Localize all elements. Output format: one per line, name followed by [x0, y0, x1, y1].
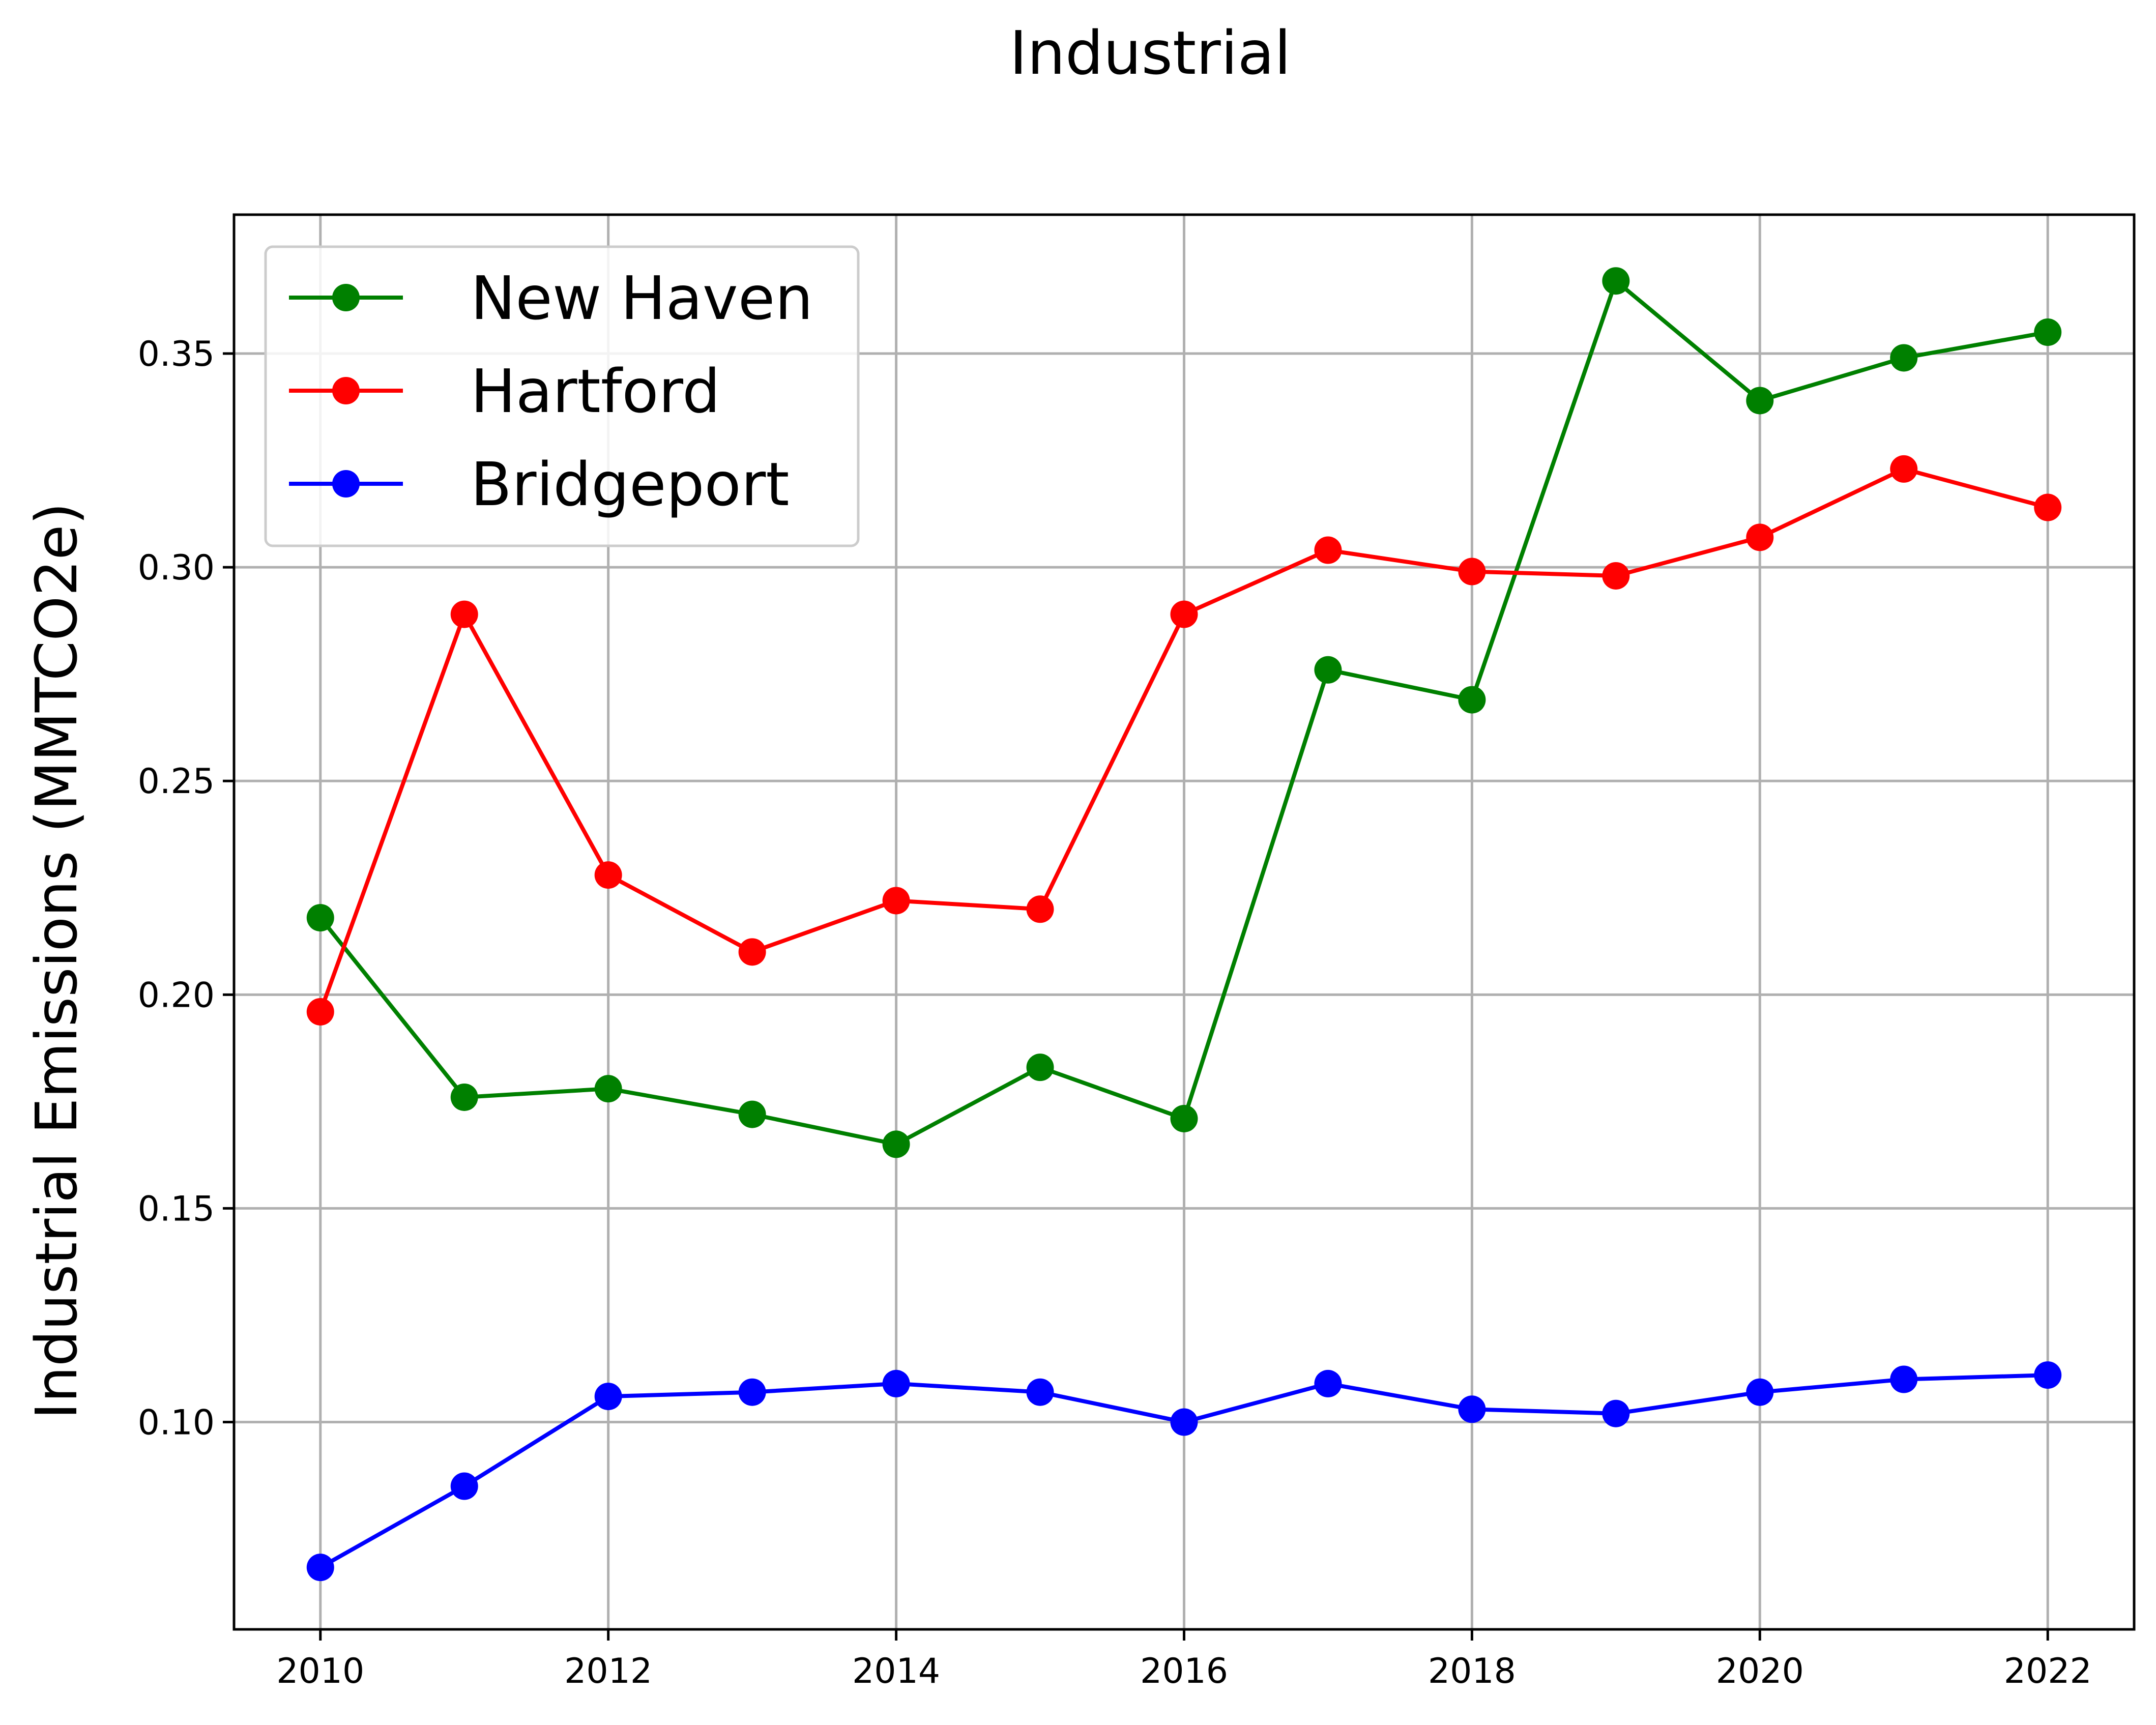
data-point-hartford [1602, 562, 1630, 590]
legend-item-bridgeport: Bridgeport [289, 449, 790, 519]
series-layer [306, 267, 2062, 1582]
y-tick-label: 0.30 [138, 548, 215, 588]
data-point-new-haven [1746, 387, 1774, 415]
data-point-bridgeport [738, 1378, 766, 1406]
data-point-hartford [1746, 523, 1774, 551]
x-tick-label: 2020 [1716, 1651, 1804, 1691]
series-bridgeport [306, 1361, 2062, 1582]
data-point-hartford [1314, 536, 1342, 564]
data-point-hartford [594, 861, 622, 889]
data-point-new-haven [882, 1130, 910, 1158]
chart-title: Industrial [1009, 18, 1291, 88]
data-point-hartford [306, 998, 334, 1026]
data-point-hartford [738, 938, 766, 966]
data-point-new-haven [1314, 656, 1342, 684]
data-point-bridgeport [1890, 1365, 1918, 1393]
grid [234, 215, 2134, 1629]
data-point-hartford [450, 600, 478, 628]
data-point-new-haven [1890, 344, 1918, 372]
legend-label: Hartford [471, 356, 720, 426]
data-point-bridgeport [450, 1472, 478, 1500]
data-point-bridgeport [594, 1383, 622, 1411]
series-new-haven [306, 267, 2062, 1158]
x-tick-label: 2018 [1428, 1651, 1516, 1691]
data-point-bridgeport [1314, 1369, 1342, 1397]
x-tick-label: 2012 [564, 1651, 652, 1691]
data-point-hartford [1458, 558, 1486, 586]
data-point-bridgeport [1026, 1378, 1054, 1406]
data-point-bridgeport [882, 1369, 910, 1397]
x-tick-label: 2016 [1140, 1651, 1228, 1691]
data-point-new-haven [1170, 1104, 1198, 1132]
legend-box [264, 245, 860, 547]
y-tick-label: 0.25 [138, 762, 215, 802]
legend-item-new-haven: New Haven [289, 263, 813, 333]
data-point-new-haven [1458, 686, 1486, 714]
data-point-new-haven [594, 1075, 622, 1103]
legend-label: New Haven [471, 263, 813, 333]
x-tick-label: 2010 [276, 1651, 364, 1691]
data-point-new-haven [738, 1100, 766, 1128]
legend-swatch-marker [332, 284, 360, 311]
data-point-bridgeport [1746, 1378, 1774, 1406]
data-point-hartford [882, 887, 910, 915]
data-point-bridgeport [2034, 1361, 2062, 1389]
data-point-hartford [1026, 895, 1054, 923]
y-tick-label: 0.35 [138, 334, 215, 374]
legend-swatch-marker [332, 377, 360, 404]
legend-label: Bridgeport [471, 449, 790, 519]
data-point-new-haven [1026, 1054, 1054, 1081]
data-point-bridgeport [306, 1554, 334, 1582]
data-point-new-haven [1602, 267, 1630, 295]
y-tick-label: 0.20 [138, 975, 215, 1015]
x-tick-label: 2022 [2004, 1651, 2092, 1691]
data-point-hartford [1170, 600, 1198, 628]
x-tick-label: 2014 [852, 1651, 940, 1691]
y-tick-label: 0.10 [138, 1403, 215, 1443]
legend-swatch-marker [332, 470, 360, 498]
y-axis-label: Industrial Emissions (MMTCO2e) [24, 503, 90, 1419]
data-point-hartford [2034, 493, 2062, 521]
legend-item-hartford: Hartford [289, 356, 720, 426]
data-point-new-haven [306, 904, 334, 932]
series-hartford [306, 455, 2062, 1026]
data-point-new-haven [450, 1083, 478, 1111]
y-tick-label: 0.15 [138, 1189, 215, 1229]
data-point-bridgeport [1170, 1408, 1198, 1436]
legend: New Haven Hartford Bridgeport [264, 245, 860, 547]
axis-ticks: 2010 2012 2014 2016 2018 2020 2022 0.10 0.15 0.20… [138, 334, 2092, 1691]
data-point-bridgeport [1458, 1395, 1486, 1423]
data-point-bridgeport [1602, 1399, 1630, 1427]
data-point-new-haven [2034, 318, 2062, 346]
data-point-hartford [1890, 455, 1918, 483]
